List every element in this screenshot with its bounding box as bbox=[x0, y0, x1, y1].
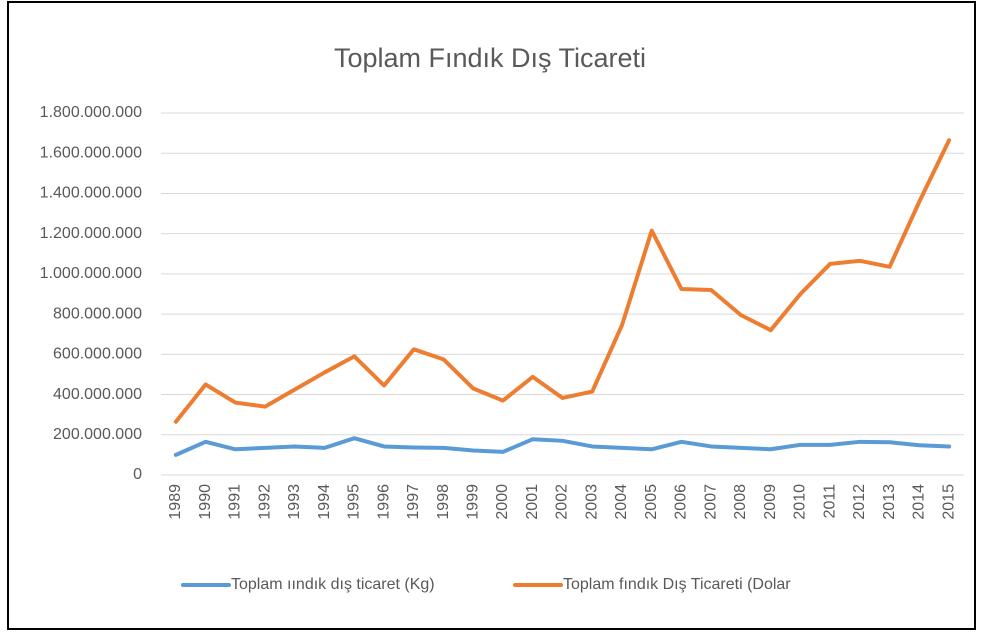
x-tick-label: 2001 bbox=[524, 484, 541, 520]
y-tick-label: 1.200.000.000 bbox=[40, 225, 142, 242]
x-tick-label: 2015 bbox=[940, 484, 957, 520]
legend-label: Toplam fındık Dış Ticareti (Dolar bbox=[563, 576, 791, 593]
x-tick-label: 1992 bbox=[256, 484, 273, 520]
y-tick-label: 600.000.000 bbox=[53, 346, 142, 363]
x-tick-label: 1995 bbox=[346, 484, 363, 520]
x-tick-label: 2006 bbox=[673, 484, 690, 520]
x-tick-label: 1990 bbox=[197, 484, 214, 520]
x-tick-label: 1991 bbox=[227, 484, 244, 520]
x-tick-label: 1998 bbox=[435, 484, 452, 520]
x-tick-label: 2014 bbox=[911, 484, 928, 520]
legend-label: Toplam ıındık dış ticaret (Kg) bbox=[231, 576, 435, 593]
x-tick-label: 2010 bbox=[792, 484, 809, 520]
x-tick-label: 1989 bbox=[167, 484, 184, 520]
x-tick-label: 1999 bbox=[464, 484, 481, 520]
x-tick-label: 2009 bbox=[762, 484, 779, 520]
x-tick-label: 2004 bbox=[613, 484, 630, 520]
y-tick-label: 1.400.000.000 bbox=[40, 185, 142, 202]
x-tick-label: 2002 bbox=[554, 484, 571, 520]
x-tick-label: 2013 bbox=[881, 484, 898, 520]
x-tick-label: 2011 bbox=[821, 484, 838, 519]
x-tick-label: 2012 bbox=[851, 484, 868, 520]
data-line bbox=[173, 436, 952, 457]
y-tick-label: 0 bbox=[133, 466, 142, 483]
chart-title: Toplam Fındık Dış Ticareti bbox=[334, 43, 646, 73]
y-tick-label: 200.000.000 bbox=[53, 426, 142, 443]
x-tick-label: 1997 bbox=[405, 484, 422, 520]
y-tick-label: 1.000.000.000 bbox=[40, 265, 142, 282]
y-tick-label: 400.000.000 bbox=[53, 386, 142, 403]
y-tick-label: 800.000.000 bbox=[53, 305, 142, 322]
x-tick-label: 2000 bbox=[494, 484, 511, 520]
x-tick-label: 2005 bbox=[643, 484, 660, 520]
x-tick-label: 2003 bbox=[583, 484, 600, 520]
x-tick-label: 1993 bbox=[286, 484, 303, 520]
x-tick-label: 2007 bbox=[702, 484, 719, 520]
x-tick-label: 1996 bbox=[375, 484, 392, 520]
y-tick-label: 1.600.000.000 bbox=[40, 144, 142, 161]
chart-frame bbox=[7, 1, 976, 630]
x-tick-label: 2008 bbox=[732, 484, 749, 520]
y-tick-label: 1.800.000.000 bbox=[40, 104, 142, 121]
x-tick-label: 1994 bbox=[316, 484, 333, 520]
data-line bbox=[173, 138, 952, 424]
